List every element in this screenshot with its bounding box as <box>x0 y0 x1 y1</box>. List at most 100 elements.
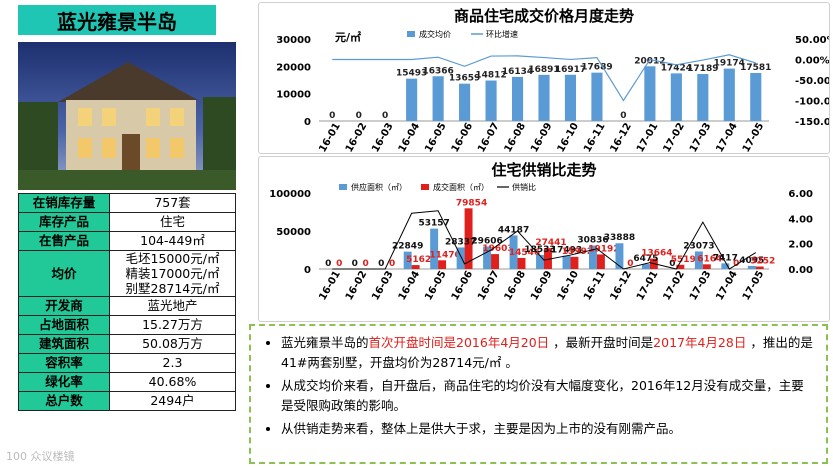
bar-supply <box>694 251 703 269</box>
y-tick-left: 10000 <box>276 90 311 101</box>
data-label-supply: 29606 <box>471 236 502 246</box>
data-label-sales: 15992 <box>562 247 593 257</box>
supply-sales-chart-panel: 住宅供销比走势 供应面积（㎡） 成交面积（㎡） 供销比 0 50000 100000 0.0… <box>258 156 830 322</box>
info-value: 104-449㎡ <box>109 231 236 251</box>
data-label-sales: 0 <box>627 259 633 269</box>
x-tick: 16-05 <box>423 121 449 153</box>
bar-sales <box>676 264 685 269</box>
bar-avg-price <box>459 83 471 121</box>
info-row: 绿化率 40.68% <box>18 372 236 392</box>
data-label-sales: 14546 <box>509 248 540 258</box>
data-label-supply: 7417 <box>713 253 738 263</box>
info-value-line: 别墅28714元/㎡ <box>125 281 220 296</box>
bar-sales <box>517 257 526 269</box>
data-label-sales: 5162 <box>406 255 431 265</box>
data-label-sales: 0 <box>733 259 739 269</box>
bar-supply <box>589 245 597 269</box>
bar-supply <box>536 254 544 269</box>
x-tick: 16-04 <box>397 269 423 302</box>
data-label-sales: 19603 <box>482 244 513 254</box>
bar-sales <box>570 256 579 269</box>
x-tick: 16-04 <box>397 121 423 153</box>
x-tick: 16-03 <box>370 121 396 153</box>
bar-sales <box>438 260 447 269</box>
info-key: 建筑面积 <box>18 334 110 354</box>
bar-sales <box>544 248 552 269</box>
x-tick: 17-02 <box>661 121 687 153</box>
info-value: 15.27万方 <box>109 315 236 335</box>
line-mom <box>332 54 756 102</box>
bar-avg-price <box>670 73 682 121</box>
x-tick: 16-02 <box>344 121 370 153</box>
data-label-supply: 0 <box>325 259 331 269</box>
info-key: 均价 <box>18 250 110 297</box>
info-key: 在销库存量 <box>18 193 110 213</box>
info-key: 总户数 <box>18 391 110 411</box>
info-row: 容积率 2.3 <box>18 353 236 373</box>
data-label-supply: 0 <box>669 259 675 269</box>
info-row: 库存产品 住宅 <box>18 212 236 232</box>
y-tick-left: 30000 <box>276 35 311 46</box>
price-unit-label: 元/㎡ <box>335 31 362 44</box>
legend-label-avg-price: 成交均价 <box>419 29 451 39</box>
y-tick-right: 4.00 <box>788 214 813 225</box>
bar-avg-price <box>406 78 418 121</box>
data-label-sales: 27441 <box>535 238 566 248</box>
info-key: 绿化率 <box>18 372 110 392</box>
supply-sales-chart-title: 住宅供销比走势 <box>491 161 597 179</box>
x-tick: 16-10 <box>556 269 582 302</box>
note-text: 2017年4月28日 <box>653 335 747 350</box>
data-label-sales: 19192 <box>588 244 619 254</box>
x-tick: 16-11 <box>582 121 608 153</box>
note-text: 首次开盘时间是2016年4月20日 <box>368 335 550 350</box>
data-label-avg-price: 0 <box>382 111 388 121</box>
data-label-supply: 30836 <box>577 236 608 246</box>
info-value: 2.3 <box>109 353 236 373</box>
info-key: 开发商 <box>18 296 110 316</box>
data-label-avg-price: 14812 <box>475 71 506 81</box>
info-key: 库存产品 <box>18 212 110 232</box>
info-value: 757套 <box>109 193 236 213</box>
data-label-supply: 0 <box>352 259 358 269</box>
info-row: 建筑面积 50.08万方 <box>18 334 236 354</box>
bar-supply <box>483 246 492 269</box>
x-tick: 16-05 <box>423 269 449 302</box>
bar-avg-price <box>538 74 550 121</box>
data-label-avg-price: 17581 <box>740 63 771 73</box>
note-item: 从成交均价来看，自开盘后，商品住宅的均价没有大幅度变化，2016年12月没有成交… <box>281 376 816 416</box>
note-text: 从成交均价来看，自开盘后，商品住宅的均价没有大幅度变化，2016年12月没有成交… <box>281 378 804 413</box>
x-tick: 17-04 <box>714 121 740 153</box>
data-label-sales: 0 <box>363 259 369 269</box>
data-label-avg-price: 13659 <box>449 74 480 84</box>
watermark: 100 众议楼镜 <box>6 450 75 463</box>
legend-swatch-supply <box>339 184 347 190</box>
x-tick: 16-07 <box>476 269 502 302</box>
data-label-supply: 28337 <box>445 237 476 247</box>
info-value: 蓝光地产 <box>109 296 236 316</box>
data-label-supply: 44187 <box>498 225 529 235</box>
legend-label-mom: 环比增速 <box>486 29 518 39</box>
data-label-supply: 0 <box>378 259 384 269</box>
y-tick-right: 2.00 <box>788 240 813 251</box>
bar-avg-price <box>644 66 656 121</box>
note-item: 蓝光雍景半岛的首次开盘时间是2016年4月20日 ，最新开盘时间是2017年4月… <box>281 333 816 373</box>
bar-supply <box>641 264 650 269</box>
bar-avg-price <box>511 76 524 121</box>
price-trend-chart: 成交均价 环比增速 0 10000 20000 30000 50.00% 0.00% -50.0… <box>276 29 829 153</box>
x-tick: 17-05 <box>741 269 767 302</box>
price-trend-chart-panel: 商品住宅成交价格月度走势 元/㎡ 成交均价 环比增速 0 10000 20000 3000… <box>258 2 830 154</box>
info-value: 40.68% <box>109 372 236 392</box>
data-label-supply: 22849 <box>392 242 423 252</box>
info-value: 住宅 <box>109 212 236 232</box>
x-tick: 16-02 <box>344 269 370 302</box>
data-label-avg-price: 16891 <box>528 65 559 75</box>
info-key: 在售产品 <box>18 231 110 251</box>
info-row: 占地面积 15.27万方 <box>18 315 236 335</box>
data-label-sales: 11470 <box>429 250 460 260</box>
x-tick: 16-09 <box>529 269 555 302</box>
info-value-line: 精装17000元/㎡ <box>125 266 220 281</box>
info-key: 容积率 <box>18 353 110 373</box>
bar-sales <box>491 254 499 269</box>
info-row: 总户数 2494户 <box>18 391 236 411</box>
